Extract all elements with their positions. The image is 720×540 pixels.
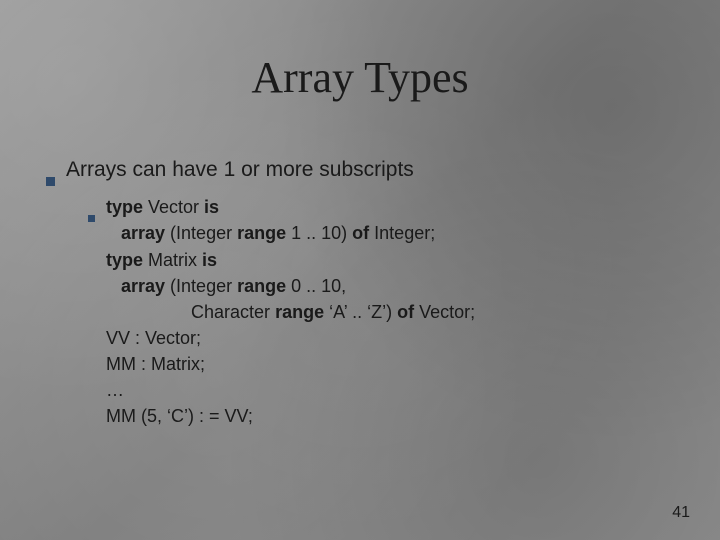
code-line-4: array (Integer range 0 .. 10, (106, 273, 680, 299)
txt: Vector; (414, 302, 475, 322)
slide-title: Array Types (0, 52, 720, 103)
kw-type: type (106, 250, 143, 270)
code-line-7: MM : Matrix; (106, 351, 680, 377)
slide: Array Types Arrays can have 1 or more su… (0, 0, 720, 540)
code-line-2: array (Integer range 1 .. 10) of Integer… (106, 220, 680, 246)
txt: ‘A’ .. ‘Z’) (324, 302, 397, 322)
txt: Vector (143, 197, 204, 217)
slide-body: Arrays can have 1 or more subscripts typ… (46, 155, 680, 429)
kw-array: array (106, 223, 165, 243)
txt: (Integer (165, 223, 237, 243)
txt: 1 .. 10) (286, 223, 352, 243)
square-bullet-icon (46, 165, 55, 174)
kw-of: of (397, 302, 414, 322)
txt: 0 .. 10, (286, 276, 346, 296)
txt: Matrix (143, 250, 202, 270)
code-line-3: type Matrix is (106, 247, 680, 273)
txt: Integer; (369, 223, 435, 243)
txt: Character (106, 302, 275, 322)
kw-type: type (106, 197, 143, 217)
kw-is: is (204, 197, 219, 217)
txt: (Integer (165, 276, 237, 296)
kw-range: range (237, 276, 286, 296)
code-line-6: VV : Vector; (106, 325, 680, 351)
code-line-9: MM (5, ‘C’) : = VV; (106, 403, 680, 429)
kw-is: is (202, 250, 217, 270)
kw-array: array (106, 276, 165, 296)
code-line-8: … (106, 377, 680, 403)
bullet-l1-text: Arrays can have 1 or more subscripts (66, 158, 414, 181)
square-bullet-icon (88, 203, 95, 210)
bullet-level-1: Arrays can have 1 or more subscripts (46, 155, 680, 184)
kw-range: range (275, 302, 324, 322)
kw-range: range (237, 223, 286, 243)
code-line-5: Character range ‘A’ .. ‘Z’) of Vector; (106, 299, 680, 325)
page-number: 41 (672, 504, 690, 522)
kw-of: of (352, 223, 369, 243)
bullet-level-2: type Vector is array (Integer range 1 ..… (46, 194, 680, 429)
code-line-1: type Vector is (106, 194, 680, 220)
